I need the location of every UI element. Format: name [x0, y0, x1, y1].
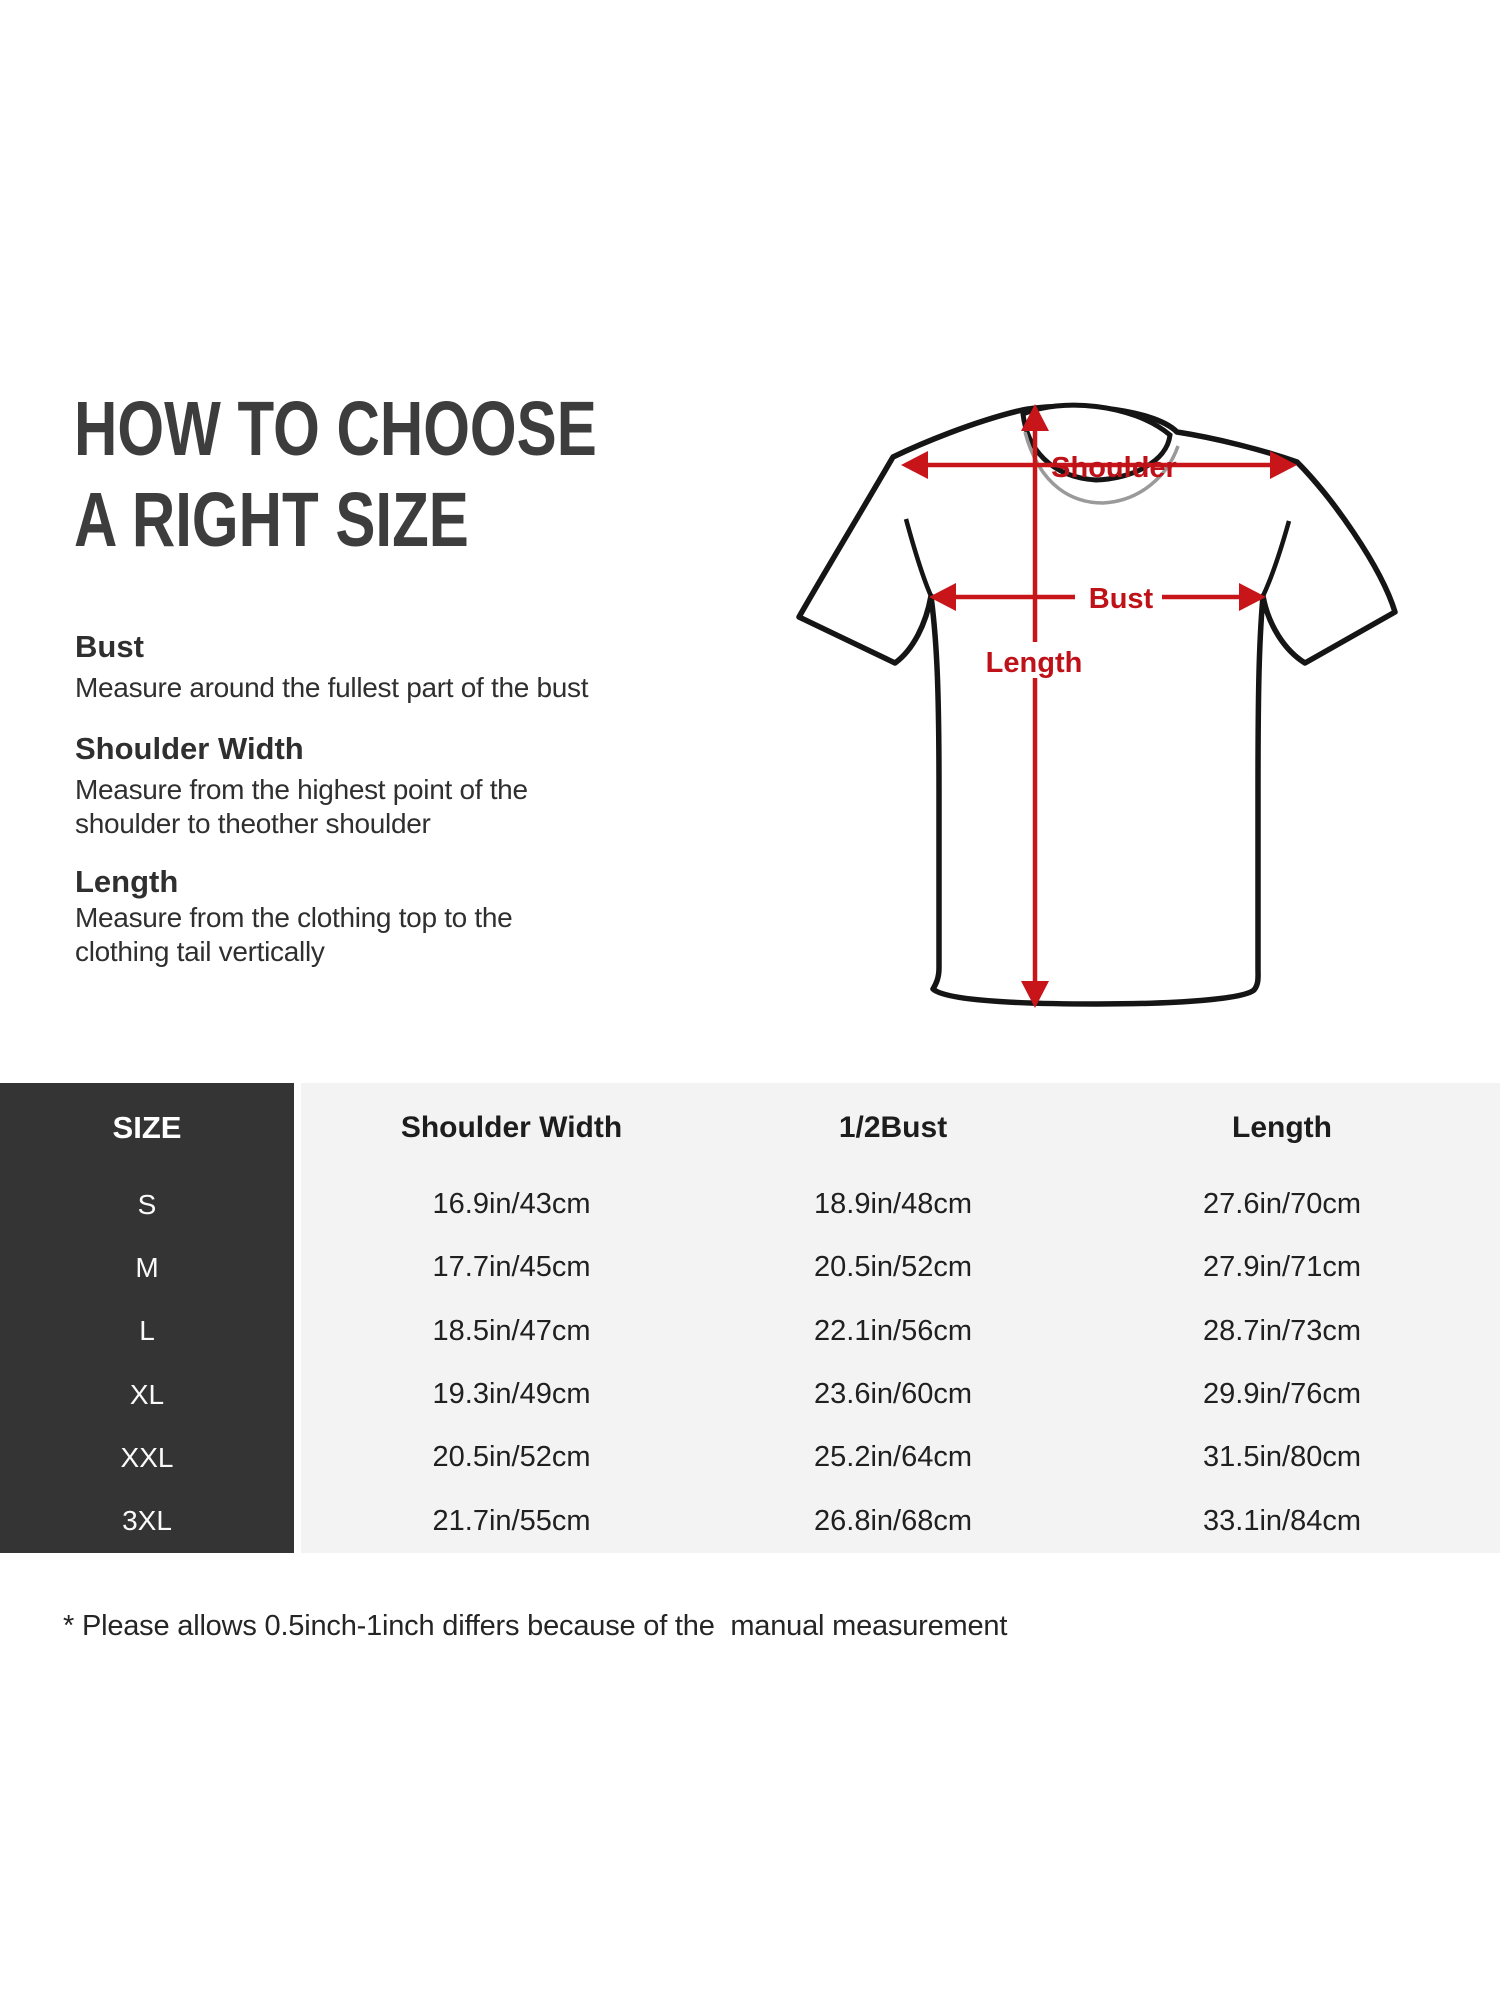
tshirt-measurement-diagram: Shoulder Bust Length	[600, 295, 1460, 1095]
table-column-divider	[294, 1426, 301, 1490]
instruction-text-shoulder-line2: shoulder to theother shoulder	[75, 808, 431, 839]
size-cell-XL-length: 29.9in/76cm	[1064, 1362, 1500, 1427]
size-row-label-S: S	[0, 1173, 294, 1237]
size-cell-M-shoulder_width: 17.7in/45cm	[301, 1236, 722, 1300]
size-cell-S-shoulder_width: 16.9in/43cm	[301, 1173, 722, 1237]
size-row-label-XXL: XXL	[0, 1426, 294, 1490]
size-cell-XL-half_bust: 23.6in/60cm	[722, 1362, 1064, 1427]
tshirt-diagram-svg: Shoulder Bust Length	[796, 402, 1398, 1008]
instruction-text-length-line2: clothing tail vertically	[75, 936, 325, 967]
size-cell-3XL-length: 33.1in/84cm	[1064, 1489, 1500, 1553]
size-cell-S-half_bust: 18.9in/48cm	[722, 1173, 1064, 1237]
page-title-line1: HOW TO CHOOSE	[74, 386, 597, 472]
table-header-size: SIZE	[0, 1083, 294, 1173]
length-arrow	[1021, 404, 1049, 1008]
instruction-title-bust: Bust	[75, 629, 144, 664]
shoulder-arrow	[901, 451, 1297, 479]
size-chart-table: SIZE Shoulder Width 1/2Bust Length S 16.9…	[0, 1083, 1500, 1553]
size-cell-L-length: 28.7in/73cm	[1064, 1299, 1500, 1363]
table-column-divider	[294, 1173, 301, 1237]
size-row-label-3XL: 3XL	[0, 1489, 294, 1553]
size-row-label-L: L	[0, 1299, 294, 1363]
size-cell-XXL-length: 31.5in/80cm	[1064, 1426, 1500, 1490]
size-cell-M-half_bust: 20.5in/52cm	[722, 1236, 1064, 1300]
instruction-title-length: Length	[75, 864, 179, 899]
page-title-line2: A RIGHT SIZE	[74, 477, 469, 563]
instruction-text-shoulder: Measure from the highest point of the sh…	[75, 773, 528, 841]
table-header-shoulder-width: Shoulder Width	[301, 1083, 722, 1173]
collar-shadow-line	[1023, 431, 1180, 505]
measurement-disclaimer: * Please allows 0.5inch-1inch differs be…	[63, 1610, 1008, 1642]
size-cell-L-half_bust: 22.1in/56cm	[722, 1299, 1064, 1363]
size-row-label-XL: XL	[0, 1362, 294, 1427]
bust-arrow-label: Bust	[1089, 583, 1154, 615]
table-header-half-bust: 1/2Bust	[722, 1083, 1064, 1173]
size-cell-XL-shoulder_width: 19.3in/49cm	[301, 1362, 722, 1427]
instruction-text-bust: Measure around the fullest part of the b…	[75, 672, 589, 703]
table-column-divider	[294, 1489, 301, 1553]
tshirt-outline-icon	[796, 402, 1398, 1007]
instruction-text-shoulder-line1: Measure from the highest point of the	[75, 774, 528, 805]
size-cell-S-length: 27.6in/70cm	[1064, 1173, 1500, 1237]
length-arrow-label: Length	[986, 647, 1083, 679]
table-column-divider	[294, 1083, 301, 1173]
size-cell-3XL-half_bust: 26.8in/68cm	[722, 1489, 1064, 1553]
size-row-label-M: M	[0, 1236, 294, 1300]
page-title: HOW TO CHOOSE A RIGHT SIZE	[74, 384, 597, 566]
table-column-divider	[294, 1236, 301, 1300]
table-header-length: Length	[1064, 1083, 1500, 1173]
table-column-divider	[294, 1299, 301, 1363]
bust-arrow	[929, 583, 1266, 611]
instruction-title-shoulder: Shoulder Width	[75, 731, 304, 766]
instruction-text-length: Measure from the clothing top to the clo…	[75, 901, 513, 969]
size-cell-M-length: 27.9in/71cm	[1064, 1236, 1500, 1300]
instruction-text-length-line1: Measure from the clothing top to the	[75, 902, 513, 933]
size-cell-XXL-shoulder_width: 20.5in/52cm	[301, 1426, 722, 1490]
size-cell-L-shoulder_width: 18.5in/47cm	[301, 1299, 722, 1363]
table-column-divider	[294, 1362, 301, 1427]
shoulder-arrow-label: Shoulder	[1051, 452, 1177, 484]
size-cell-3XL-shoulder_width: 21.7in/55cm	[301, 1489, 722, 1553]
size-cell-XXL-half_bust: 25.2in/64cm	[722, 1426, 1064, 1490]
